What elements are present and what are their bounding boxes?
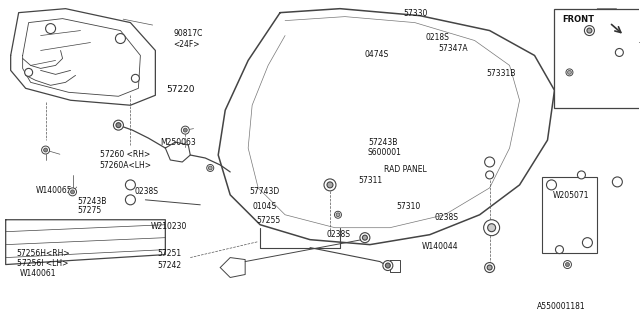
Circle shape: [582, 238, 593, 248]
Text: 90817C
<24F>: 90817C <24F>: [173, 29, 202, 49]
Circle shape: [556, 246, 563, 253]
Circle shape: [615, 49, 623, 56]
Circle shape: [484, 157, 495, 167]
Text: W140065: W140065: [36, 186, 72, 195]
Text: 57275: 57275: [77, 206, 102, 215]
Circle shape: [568, 70, 572, 74]
Circle shape: [208, 166, 212, 170]
Text: W140061: W140061: [20, 268, 56, 278]
Text: 0238S: 0238S: [326, 230, 350, 239]
Text: W210230: W210230: [151, 222, 187, 231]
Circle shape: [587, 28, 592, 33]
Circle shape: [484, 220, 500, 236]
Text: 0104S: 0104S: [253, 202, 277, 211]
Circle shape: [612, 177, 622, 187]
Text: 57347A: 57347A: [438, 44, 468, 53]
Circle shape: [113, 120, 124, 130]
Circle shape: [68, 188, 77, 196]
Circle shape: [362, 235, 367, 240]
Text: 57243B: 57243B: [77, 197, 107, 206]
Text: 57310: 57310: [397, 202, 421, 211]
Circle shape: [563, 260, 572, 268]
Text: 57331B: 57331B: [486, 69, 515, 78]
Text: 57220: 57220: [167, 85, 195, 94]
Circle shape: [116, 123, 121, 128]
Text: 57330: 57330: [403, 9, 428, 18]
Circle shape: [125, 180, 136, 190]
Circle shape: [125, 195, 136, 205]
Circle shape: [327, 182, 333, 188]
Circle shape: [488, 224, 495, 232]
Text: 57255: 57255: [256, 216, 280, 225]
Circle shape: [44, 148, 47, 152]
Text: W140044: W140044: [422, 242, 459, 251]
Circle shape: [324, 179, 336, 191]
Text: FRONT: FRONT: [563, 15, 595, 24]
Circle shape: [487, 265, 492, 270]
Circle shape: [207, 164, 214, 172]
Circle shape: [566, 69, 573, 76]
Circle shape: [42, 146, 49, 154]
Text: 57242: 57242: [157, 261, 181, 270]
Circle shape: [584, 26, 595, 36]
Text: 0238S: 0238S: [135, 188, 159, 196]
Circle shape: [383, 260, 393, 270]
Circle shape: [115, 34, 125, 44]
Bar: [541, 177, 597, 252]
Circle shape: [566, 262, 570, 267]
Text: A550001181: A550001181: [537, 302, 586, 311]
Circle shape: [335, 211, 342, 218]
Circle shape: [385, 263, 390, 268]
Circle shape: [336, 213, 340, 217]
Text: 57311: 57311: [358, 176, 383, 185]
Circle shape: [486, 171, 493, 179]
Circle shape: [547, 180, 557, 190]
Text: W205071: W205071: [553, 190, 589, 200]
Circle shape: [360, 233, 370, 243]
Circle shape: [181, 126, 189, 134]
Text: 57256H<RH>
57256I <LH>: 57256H<RH> 57256I <LH>: [17, 249, 70, 268]
Text: S600001: S600001: [368, 148, 402, 156]
Circle shape: [577, 171, 586, 179]
Circle shape: [484, 262, 495, 273]
Text: 57260 <RH>
57260A<LH>: 57260 <RH> 57260A<LH>: [100, 150, 152, 170]
Text: 0218S: 0218S: [426, 33, 449, 42]
Text: 57743D: 57743D: [250, 188, 280, 196]
Text: 57251: 57251: [157, 250, 181, 259]
Bar: [554, 9, 640, 108]
Circle shape: [45, 24, 56, 34]
Circle shape: [183, 128, 188, 132]
Circle shape: [131, 74, 140, 82]
Text: RAD PANEL: RAD PANEL: [384, 165, 427, 174]
Text: 0474S: 0474S: [365, 50, 389, 59]
Text: 57243B: 57243B: [368, 138, 397, 147]
Text: M250063: M250063: [161, 138, 196, 147]
Circle shape: [25, 68, 33, 76]
Circle shape: [70, 190, 74, 194]
Text: 0238S: 0238S: [435, 213, 459, 222]
